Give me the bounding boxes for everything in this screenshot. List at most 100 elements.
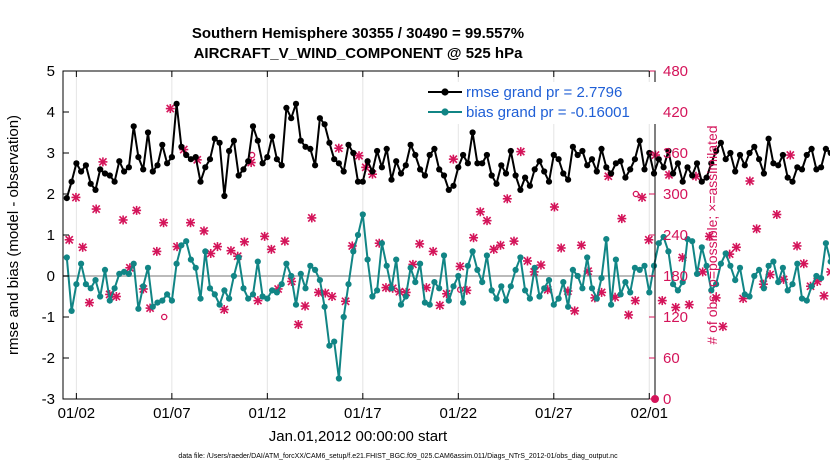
rmse-point [426,151,433,159]
bias-point [426,301,433,308]
rmse-point [421,172,428,179]
bias-point [584,254,591,261]
rmse-point [622,174,629,181]
rmse-point [794,164,801,171]
rmse-point [502,170,510,177]
obs-marker [752,224,762,234]
bias-point [202,248,209,255]
bias-point [312,266,319,273]
rmse-point [770,160,777,167]
rmse-point [202,164,209,171]
bias-point [417,260,424,267]
rmse-point [388,176,395,183]
y-tick-label-right: 60 [663,350,680,367]
bias-point [693,270,701,277]
bias-point [808,283,815,290]
bias-point [73,281,80,288]
bias-point [82,281,89,288]
rmse-point [565,176,572,183]
bias-point [206,285,214,292]
rmse-point [407,141,414,148]
rmse-point [297,137,304,144]
rmse-point [608,170,615,177]
obs-marker [522,256,532,266]
obs-marker [239,237,249,247]
bias-point [493,295,500,302]
legend: rmse grand pr = 2.7796 bias grand pr = -… [425,82,660,124]
x-tick-label: 01/07 [153,405,191,422]
obs-marker [536,260,546,270]
bias-point [407,264,414,271]
rmse-point [789,178,796,185]
bias-point [378,240,385,247]
obs-marker [489,244,499,254]
obs-marker [475,207,485,217]
bias-point [483,252,490,259]
bias-point [522,287,529,294]
obs-marker [448,154,458,164]
obs-marker [644,235,654,245]
rmse-point [775,162,782,169]
rmse-point [321,121,328,128]
legend-bias-marker [441,108,449,116]
bias-point [321,303,328,310]
obs-marker [826,267,830,277]
data-file-footnote: data file: /Users/raeder/DAI/ATM_forcXX/… [178,453,618,460]
y-tick-label-right: 120 [663,309,688,326]
bias-point [789,281,796,288]
rmse-point [135,154,142,161]
bias-point [359,211,366,218]
bias-point [92,277,99,284]
rmse-point [822,145,830,152]
bias-point [278,281,285,288]
obs-marker [516,147,526,157]
rmse-point [450,182,457,189]
bias-point [326,342,333,349]
rmse-point [154,162,161,169]
obs-marker [711,293,721,303]
bias-point [116,270,123,277]
rmse-point [541,168,548,175]
rmse-point [68,178,75,185]
rmse-point [531,166,538,173]
rmse-point [555,156,562,163]
rmse-point [312,162,319,169]
obs-marker [354,151,364,161]
y-tick-label-right: 360 [663,145,688,162]
bias-point [469,248,476,255]
bias-point [288,272,295,280]
rmse-point [498,162,505,169]
rmse-point [431,145,438,152]
obs-marker [785,150,795,160]
bias-point [593,295,600,302]
bias-point [617,291,624,298]
rmse-point [631,156,639,163]
bias-point [87,285,94,292]
bias-point [746,293,753,300]
bias-point [727,262,734,269]
legend-rmse-label: rmse grand pr = 2.7796 [466,84,622,101]
rmse-point [149,168,156,175]
rmse-point [703,174,710,181]
obs-marker [684,300,694,310]
rmse-point [827,149,830,157]
x-tick-label: 01/02 [58,405,96,422]
bias-point [698,244,705,251]
obs-marker [118,215,128,225]
rmse-point [584,162,591,169]
bias-point [770,258,777,265]
bias-point [135,305,142,312]
obs-marker [617,214,627,224]
bias-point [622,279,629,286]
bias-point [440,252,448,259]
rmse-point [803,151,810,159]
bias-point [736,264,744,271]
bias-point [149,303,156,310]
bias-point [464,262,471,269]
bias-point [650,262,658,269]
bias-point [259,293,266,300]
rmse-point [359,178,366,185]
rmse-point [689,172,696,179]
rmse-point [130,123,137,130]
